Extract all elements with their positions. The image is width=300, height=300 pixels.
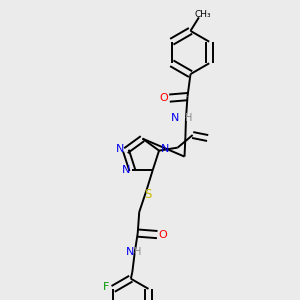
Text: CH₃: CH₃ <box>194 10 211 19</box>
Text: O: O <box>158 230 167 240</box>
Text: F: F <box>103 282 110 292</box>
Text: H: H <box>185 112 193 123</box>
Text: N: N <box>171 112 179 123</box>
Text: N: N <box>126 247 134 257</box>
Text: H: H <box>134 247 141 257</box>
Text: O: O <box>160 93 169 103</box>
Text: S: S <box>144 188 152 202</box>
Text: N: N <box>116 144 124 154</box>
Text: N: N <box>161 144 169 154</box>
Text: N: N <box>122 165 130 175</box>
